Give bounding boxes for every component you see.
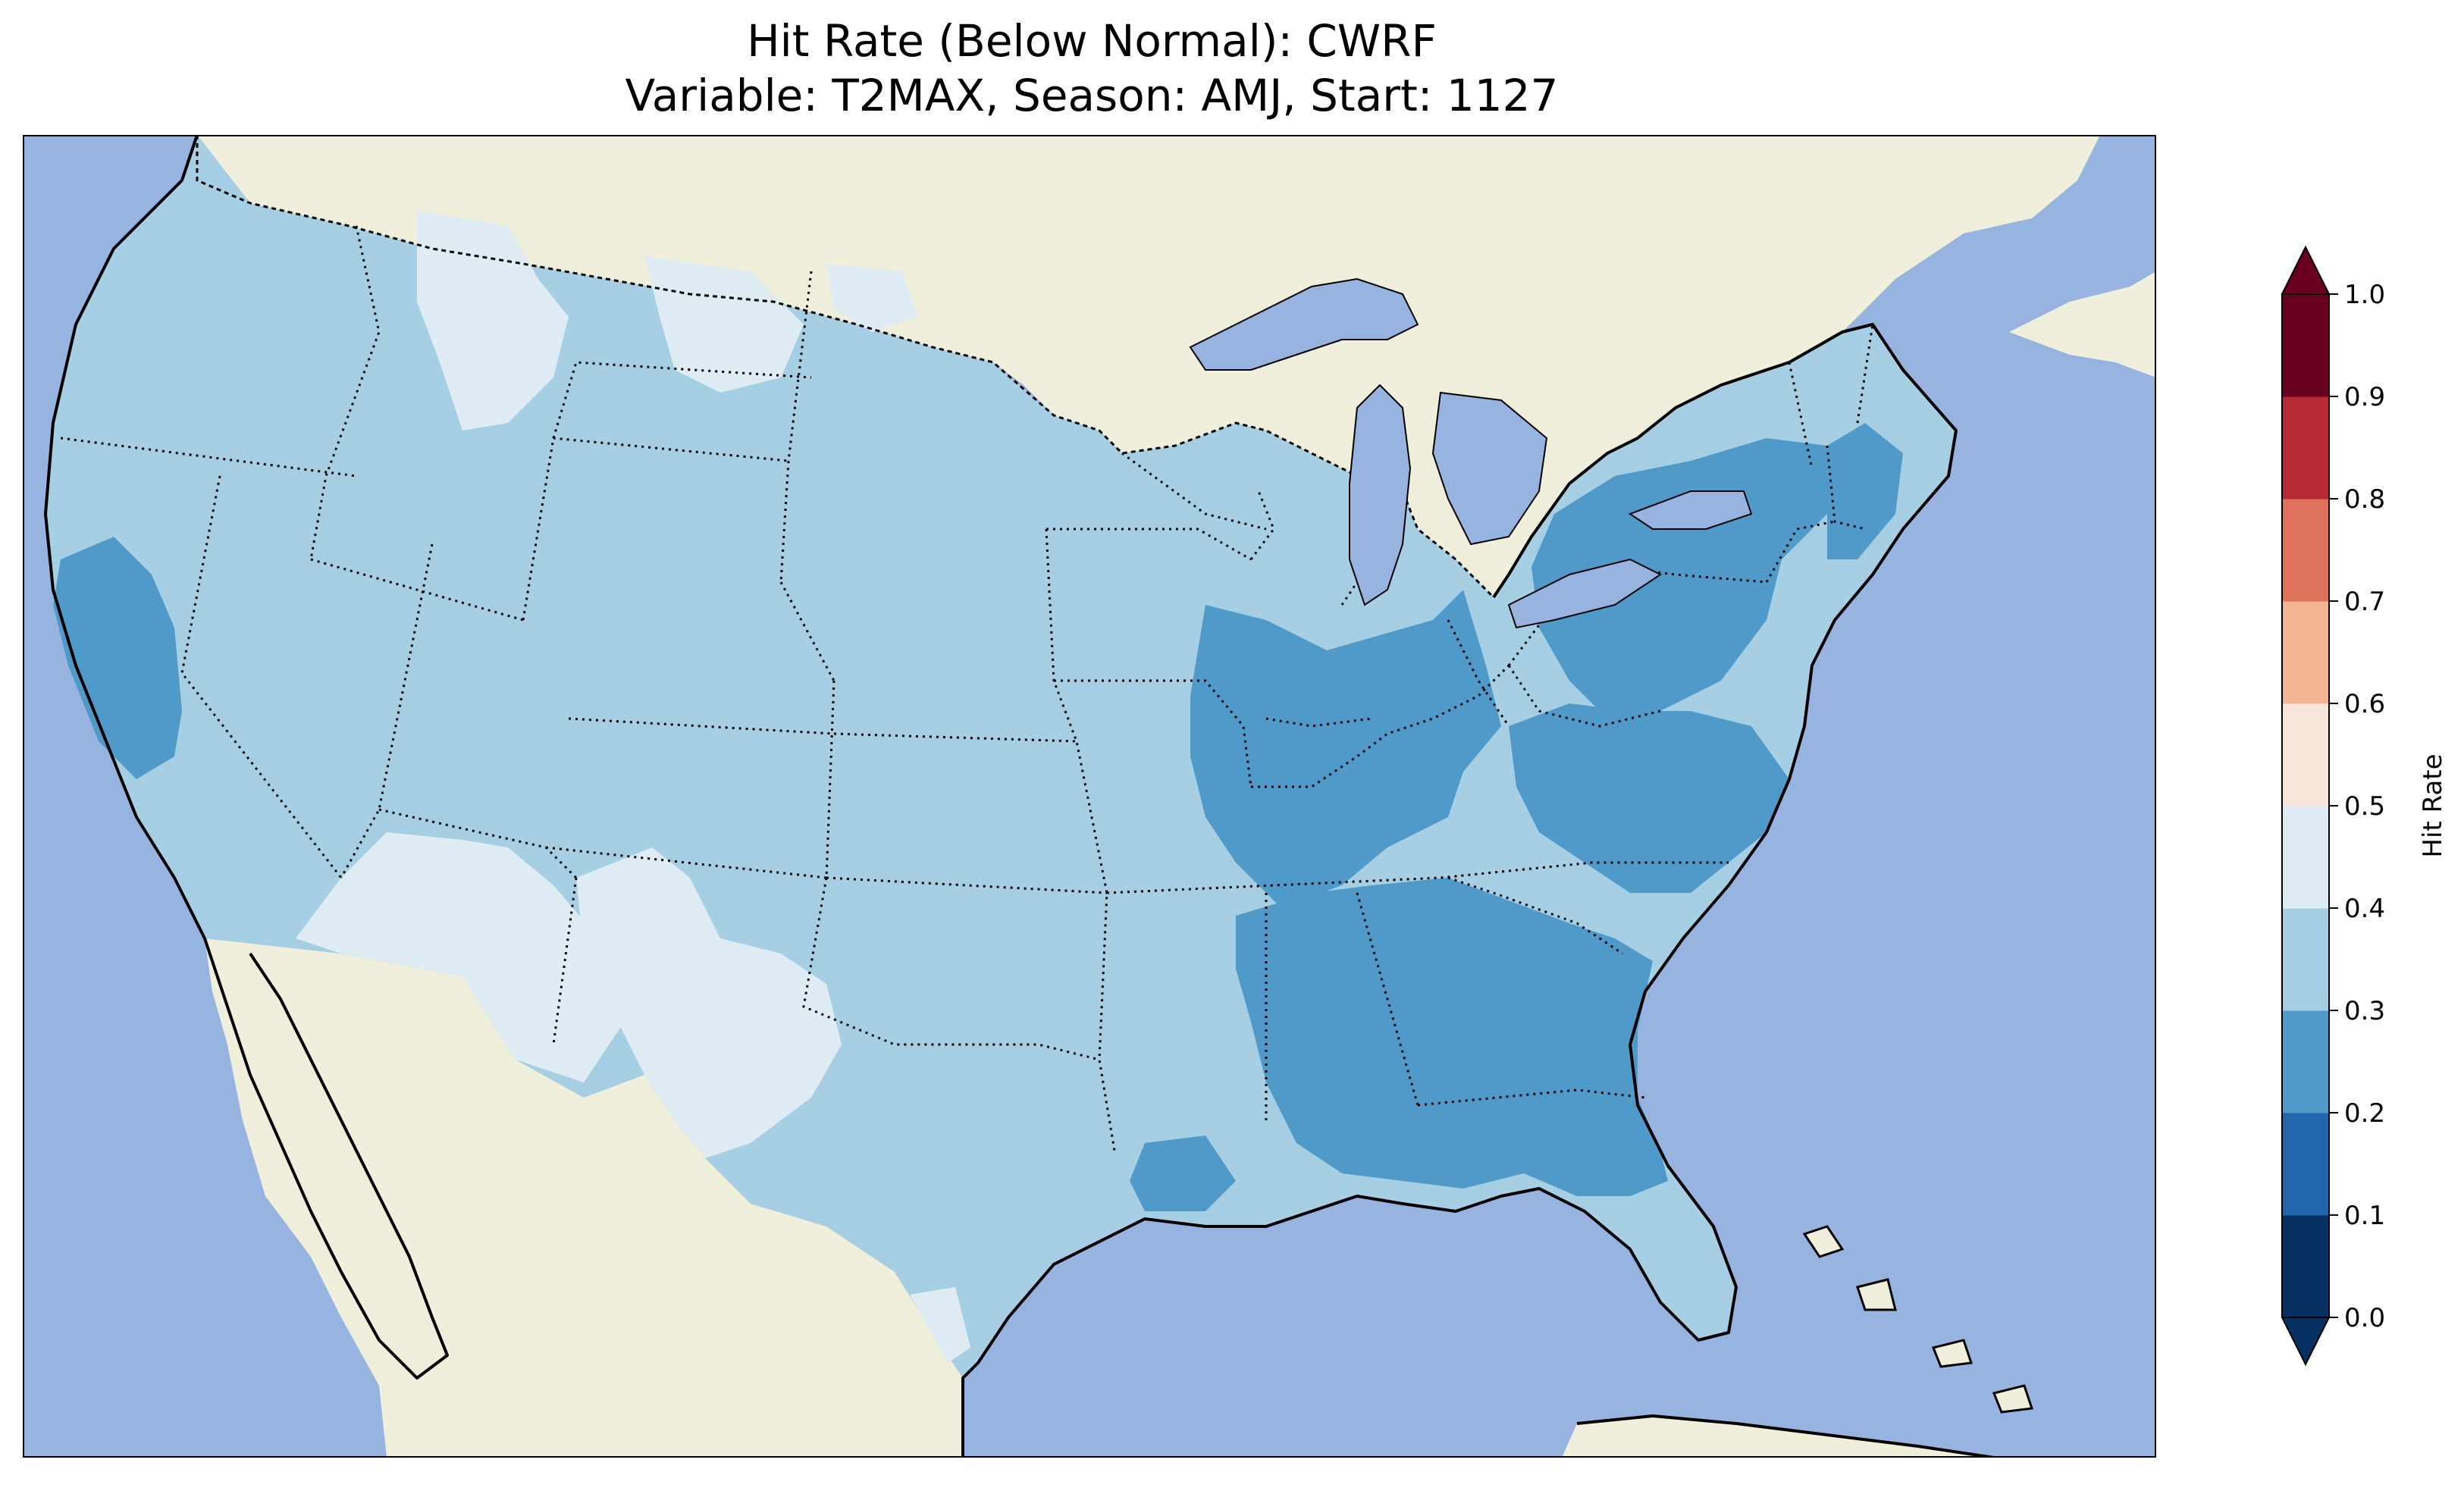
- colorbar-tick-label: 0.3: [2344, 996, 2385, 1026]
- us-coastline: [44, 135, 1995, 1458]
- colorbar-tick-label: 0.9: [2344, 382, 2385, 412]
- colorbar-bin: [2282, 1010, 2329, 1113]
- colorbar-tick-label: 0.4: [2344, 894, 2385, 924]
- field-florida-peninsula: [1638, 1219, 1736, 1340]
- map-panel[interactable]: [23, 135, 2156, 1458]
- colorbar-tick-label: 0.5: [2344, 791, 2385, 822]
- colorbar-tick-label: 0.6: [2344, 689, 2385, 719]
- colorbar-tick-label: 1.0: [2344, 280, 2385, 310]
- colorbar-ticks: 0.0 0.1 0.2 0.3 0.4 0.5 0.6 0.7 0.8 0.9 1.0: [2329, 280, 2385, 1333]
- field-ohio-valley: [1190, 590, 1501, 908]
- field-montana-central: [644, 256, 804, 393]
- field-louisiana-coast: [1130, 1135, 1236, 1211]
- colorbar-tick-label: 0.7: [2344, 587, 2385, 617]
- caribbean-islands: [1802, 1225, 2034, 1414]
- colorbar-bin: [2282, 908, 2329, 1011]
- lake-erie: [1507, 558, 1662, 629]
- title-line-2: Variable: T2MAX, Season: AMJ, Start: 112…: [625, 70, 1559, 121]
- bahamas-island: [1856, 1278, 1897, 1311]
- colorbar-bin: [2282, 806, 2329, 909]
- field-southern-new-england: [1827, 423, 1903, 559]
- colorbar-tick-label: 0.1: [2344, 1201, 2385, 1231]
- colorbar-svg: 0.0 0.1 0.2 0.3 0.4 0.5 0.6 0.7 0.8 0.9 1.0 Hit Ra…: [2281, 245, 2448, 1367]
- colorbar-label: Hit Rate: [2418, 753, 2448, 857]
- lake-ontario: [1628, 490, 1753, 530]
- colorbar-bins: [2282, 294, 2329, 1318]
- colorbar-bin: [2282, 601, 2329, 704]
- field-south-texas-tip: [910, 1287, 970, 1363]
- baja-peninsula-land: [205, 938, 447, 1378]
- field-northeast-montana: [826, 264, 917, 332]
- field-new-mexico-west-texas: [576, 847, 842, 1158]
- hit-rate-field: [53, 211, 1903, 1363]
- bahamas-island: [1802, 1225, 1845, 1258]
- great-lakes: [1189, 277, 1753, 629]
- field-pennsylvania-new-york: [1531, 438, 1827, 719]
- colorbar-bin: [2282, 1215, 2329, 1318]
- colorbar-bin: [2282, 1113, 2329, 1216]
- field-southwest-desert: [296, 832, 629, 1082]
- field-mid-atlantic: [1509, 703, 1789, 893]
- colorbar-extend-max: [2281, 245, 2331, 295]
- colorbar-tick-label: 0.8: [2344, 484, 2385, 515]
- colorbar-bin: [2282, 703, 2329, 807]
- bahamas-island: [1931, 1339, 1973, 1368]
- colorbar-extend-min: [2281, 1317, 2331, 1367]
- field-southeast: [1236, 878, 1668, 1196]
- colorbar: 0.0 0.1 0.2 0.3 0.4 0.5 0.6 0.7 0.8 0.9 1.0 Hit Ra…: [2274, 241, 2464, 1370]
- lake-superior: [1189, 277, 1419, 371]
- chart-title: Hit Rate (Below Normal): CWRF Variable: …: [0, 14, 2183, 123]
- map-svg[interactable]: [23, 135, 2156, 1458]
- map-frame: [23, 135, 2156, 1458]
- bahamas-island: [1992, 1384, 2034, 1414]
- title-line-1: Hit Rate (Below Normal): CWRF: [747, 15, 1437, 67]
- lake-huron: [1431, 391, 1548, 546]
- colorbar-tick-label: 0.0: [2344, 1303, 2385, 1333]
- colorbar-bin: [2282, 396, 2329, 500]
- colorbar-bin: [2282, 294, 2329, 397]
- colorbar-bin: [2282, 499, 2329, 602]
- lake-michigan: [1349, 384, 1412, 606]
- canada-land: [197, 135, 2100, 597]
- colorbar-tick-label: 0.2: [2344, 1098, 2385, 1129]
- cuba-land: [1562, 1416, 1994, 1458]
- field-central-california: [53, 537, 182, 779]
- nova-scotia-land: [2009, 271, 2156, 377]
- field-northern-rockies: [417, 211, 569, 431]
